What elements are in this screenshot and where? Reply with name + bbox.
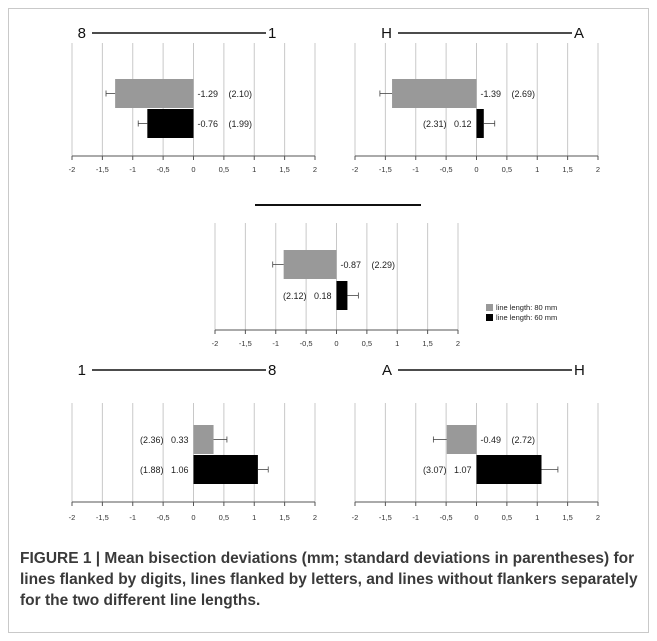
legend-swatch-1 [486, 304, 493, 311]
panel-4-tick-label: -1,5 [96, 513, 109, 522]
panel-1-tick-label: 0 [191, 165, 195, 174]
panel-2-tick-label: 1 [535, 165, 539, 174]
panel-3-value-label: 0.18 [314, 291, 332, 301]
panel-1-tick-label: 0,5 [219, 165, 229, 174]
panel-2-value-label: -1.39 [481, 89, 502, 99]
panel-2-tick-label: 0 [474, 165, 478, 174]
legend-swatch-2 [486, 314, 493, 321]
panel-5-tick-label: 0,5 [502, 513, 512, 522]
panel-1-right-flanker: 1 [268, 25, 276, 42]
panel-4-tick-label: 2 [313, 513, 317, 522]
panel-2-bar-80mm [392, 79, 477, 108]
panel-1-tick-label: -0,5 [157, 165, 170, 174]
panel-1-left-flanker: 8 [78, 25, 86, 42]
panel-2-tick-label: 1,5 [562, 165, 572, 174]
panel-4-bar-80mm [193, 425, 214, 454]
panel-2-tick-label: 0,5 [502, 165, 512, 174]
panel-1-value-label: -0.76 [198, 119, 219, 129]
panel-3-tick-label: 1,5 [422, 339, 432, 348]
panel-5-bar-80mm [446, 425, 477, 454]
legend-label-2: line length: 60 mm [496, 313, 557, 322]
panel-5-tick-label: -1 [412, 513, 419, 522]
panel-5-sd-label: (2.72) [512, 435, 536, 445]
panel-5-value-label: 1.07 [454, 465, 472, 475]
panel-2-sd-label: (2.69) [512, 89, 536, 99]
panel-2-sd-label: (2.31) [423, 119, 447, 129]
panel-3-tick-label: -0,5 [300, 339, 313, 348]
panel-3-tick-label: 2 [456, 339, 460, 348]
panel-5-tick-label: 0 [474, 513, 478, 522]
panel-5-sd-label: (3.07) [423, 465, 447, 475]
panel-3-value-label: -0.87 [341, 260, 362, 270]
panel-2-tick-label: -2 [352, 165, 359, 174]
panel-3-tick-label: 0 [334, 339, 338, 348]
panel-3-sd-label: (2.29) [372, 260, 396, 270]
panel-3-tick-label: -1 [272, 339, 279, 348]
panel-1-tick-label: -1,5 [96, 165, 109, 174]
panel-2-tick-label: -0,5 [440, 165, 453, 174]
panel-5-tick-label: 2 [596, 513, 600, 522]
panel-3-tick-label: 1 [395, 339, 399, 348]
panel-3-bar-80mm [283, 250, 337, 279]
panel-4-sd-label: (1.88) [140, 465, 164, 475]
panel-1-value-label: -1.29 [198, 89, 219, 99]
panel-5-tick-label: 1 [535, 513, 539, 522]
panel-3-tick-label: -1,5 [239, 339, 252, 348]
panel-4-tick-label: -0,5 [157, 513, 170, 522]
panel-3-tick-label: -2 [212, 339, 219, 348]
figure-frame [8, 8, 649, 633]
panel-2-left-flanker: H [381, 25, 392, 42]
panel-4-tick-label: -1 [129, 513, 136, 522]
panel-5-bar-60mm [476, 455, 542, 484]
panel-3-tick-label: 0,5 [362, 339, 372, 348]
panel-2-bar-60mm [476, 109, 484, 138]
panel-2-right-flanker: A [574, 25, 584, 42]
panel-4-tick-label: 1,5 [279, 513, 289, 522]
panel-5-tick-label: -1,5 [379, 513, 392, 522]
panel-5-tick-label: -2 [352, 513, 359, 522]
panel-4-bar-60mm [193, 455, 258, 484]
figure-caption: FIGURE 1 | Mean bisection deviations (mm… [20, 550, 638, 609]
panel-3-sd-label: (2.12) [283, 291, 307, 301]
panel-1-sd-label: (2.10) [229, 89, 253, 99]
panel-4-value-label: 1.06 [171, 465, 189, 475]
panel-2-value-label: 0.12 [454, 119, 472, 129]
panel-1-bar-60mm [147, 109, 194, 138]
panel-5-tick-label: -0,5 [440, 513, 453, 522]
panel-1-bar-80mm [115, 79, 194, 108]
panel-2-tick-label: 2 [596, 165, 600, 174]
panel-1-sd-label: (1.99) [229, 119, 253, 129]
panel-1-tick-label: -2 [69, 165, 76, 174]
panel-5-value-label: -0.49 [481, 435, 502, 445]
panel-1-tick-label: 1,5 [279, 165, 289, 174]
panel-3-bar-60mm [336, 281, 348, 310]
panel-5-left-flanker: A [382, 362, 392, 379]
panel-4-tick-label: 1 [252, 513, 256, 522]
panel-1-tick-label: 2 [313, 165, 317, 174]
legend-label-1: line length: 80 mm [496, 303, 557, 312]
panel-1-tick-label: -1 [129, 165, 136, 174]
panel-4-value-label: 0.33 [171, 435, 189, 445]
panel-4-tick-label: 0,5 [219, 513, 229, 522]
panel-1-tick-label: 1 [252, 165, 256, 174]
panel-4-left-flanker: 1 [78, 362, 86, 379]
panel-2-tick-label: -1,5 [379, 165, 392, 174]
panel-4-right-flanker: 8 [268, 362, 276, 379]
panel-5-tick-label: 1,5 [562, 513, 572, 522]
panel-4-tick-label: -2 [69, 513, 76, 522]
panel-2-tick-label: -1 [412, 165, 419, 174]
panel-5-right-flanker: H [574, 362, 585, 379]
panel-4-tick-label: 0 [191, 513, 195, 522]
panel-4-sd-label: (2.36) [140, 435, 164, 445]
